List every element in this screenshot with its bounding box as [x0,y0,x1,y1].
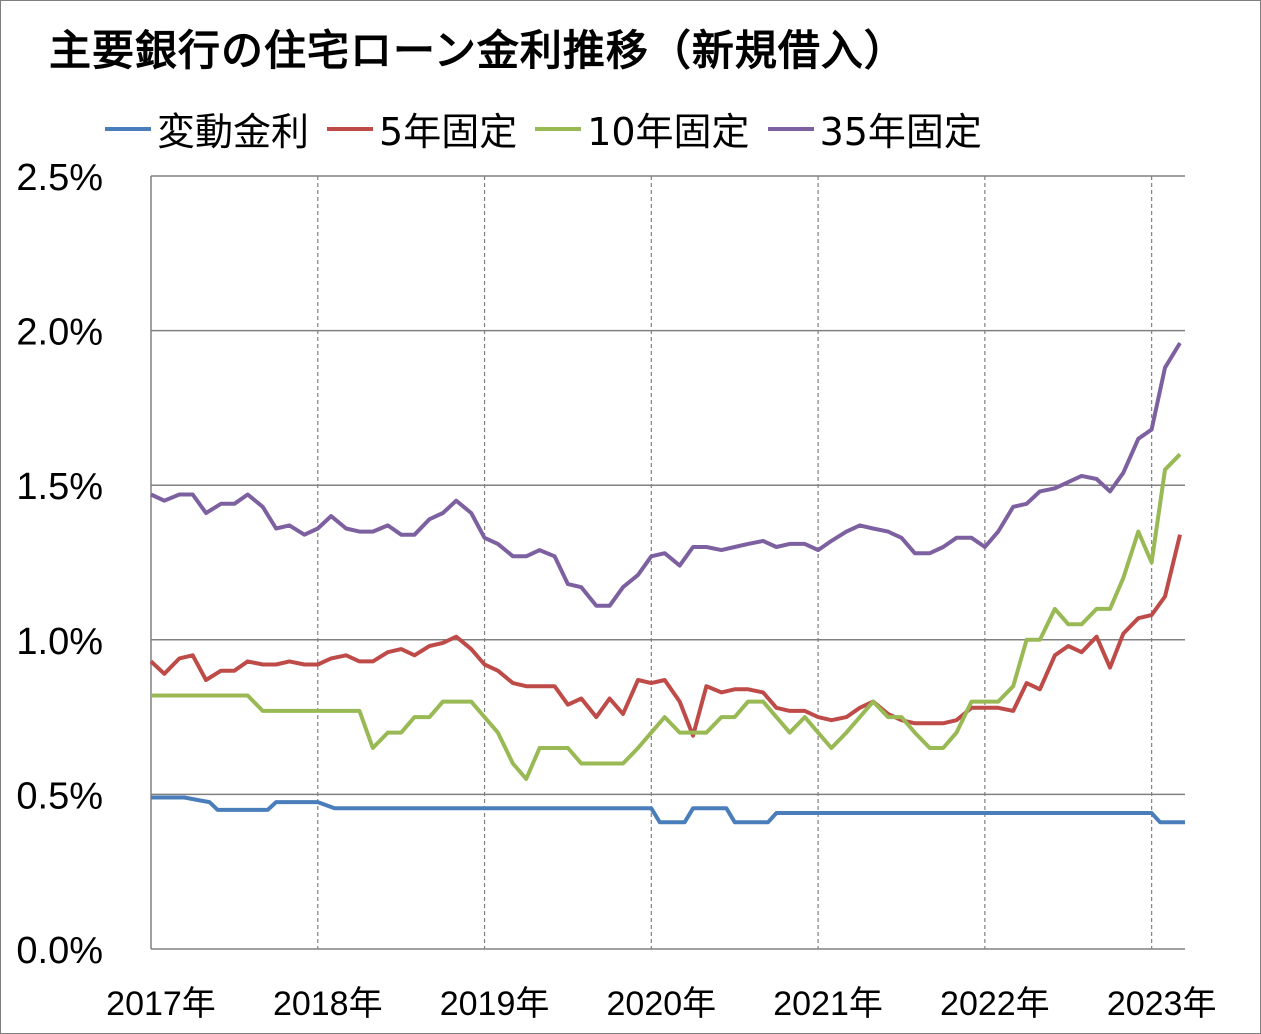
series-line-10yr [151,452,1182,781]
legend-label-floating: 変動金利 [157,110,310,154]
chart-title: 主要銀行の住宅ローン金利推移（新規借入） [49,26,907,75]
legend-label-10yr: 10年固定 [587,110,750,154]
y-tick-label: 1.5% [16,466,103,508]
series-line-floating [151,795,1185,825]
legend-swatch-floating [105,126,151,131]
x-tick-label: 2019年 [440,985,550,1023]
series-line-5yr [149,534,1182,738]
x-tick-label: 2023年 [1107,985,1217,1023]
y-tick-label: 2.5% [16,157,103,199]
legend: 変動金利 5年固定 10年固定 35年固定 [105,101,1000,156]
legend-swatch-10yr [535,126,582,131]
y-tick-label: 0.0% [16,930,103,972]
series-line-35yr [150,341,1182,608]
legend-swatch-35yr [767,126,814,131]
legend-label-5yr: 5年固定 [379,110,518,154]
legend-item-floating: 変動金利 [105,101,309,156]
x-tick-label: 2020年 [607,985,717,1023]
legend-item-5yr: 5年固定 [327,101,517,156]
x-tick-label: 2017年 [106,985,216,1023]
y-tick-label: 0.5% [16,775,103,817]
y-tick-label: 1.0% [16,621,103,663]
legend-item-35yr: 35年固定 [767,101,982,156]
x-tick-label: 2022年 [940,985,1050,1023]
legend-swatch-5yr [327,126,374,131]
legend-item-10yr: 10年固定 [535,101,750,156]
x-tick-label: 2018年 [273,985,383,1023]
legend-label-35yr: 35年固定 [819,110,982,154]
y-tick-label: 2.0% [16,312,103,354]
x-tick-label: 2021年 [773,985,883,1023]
